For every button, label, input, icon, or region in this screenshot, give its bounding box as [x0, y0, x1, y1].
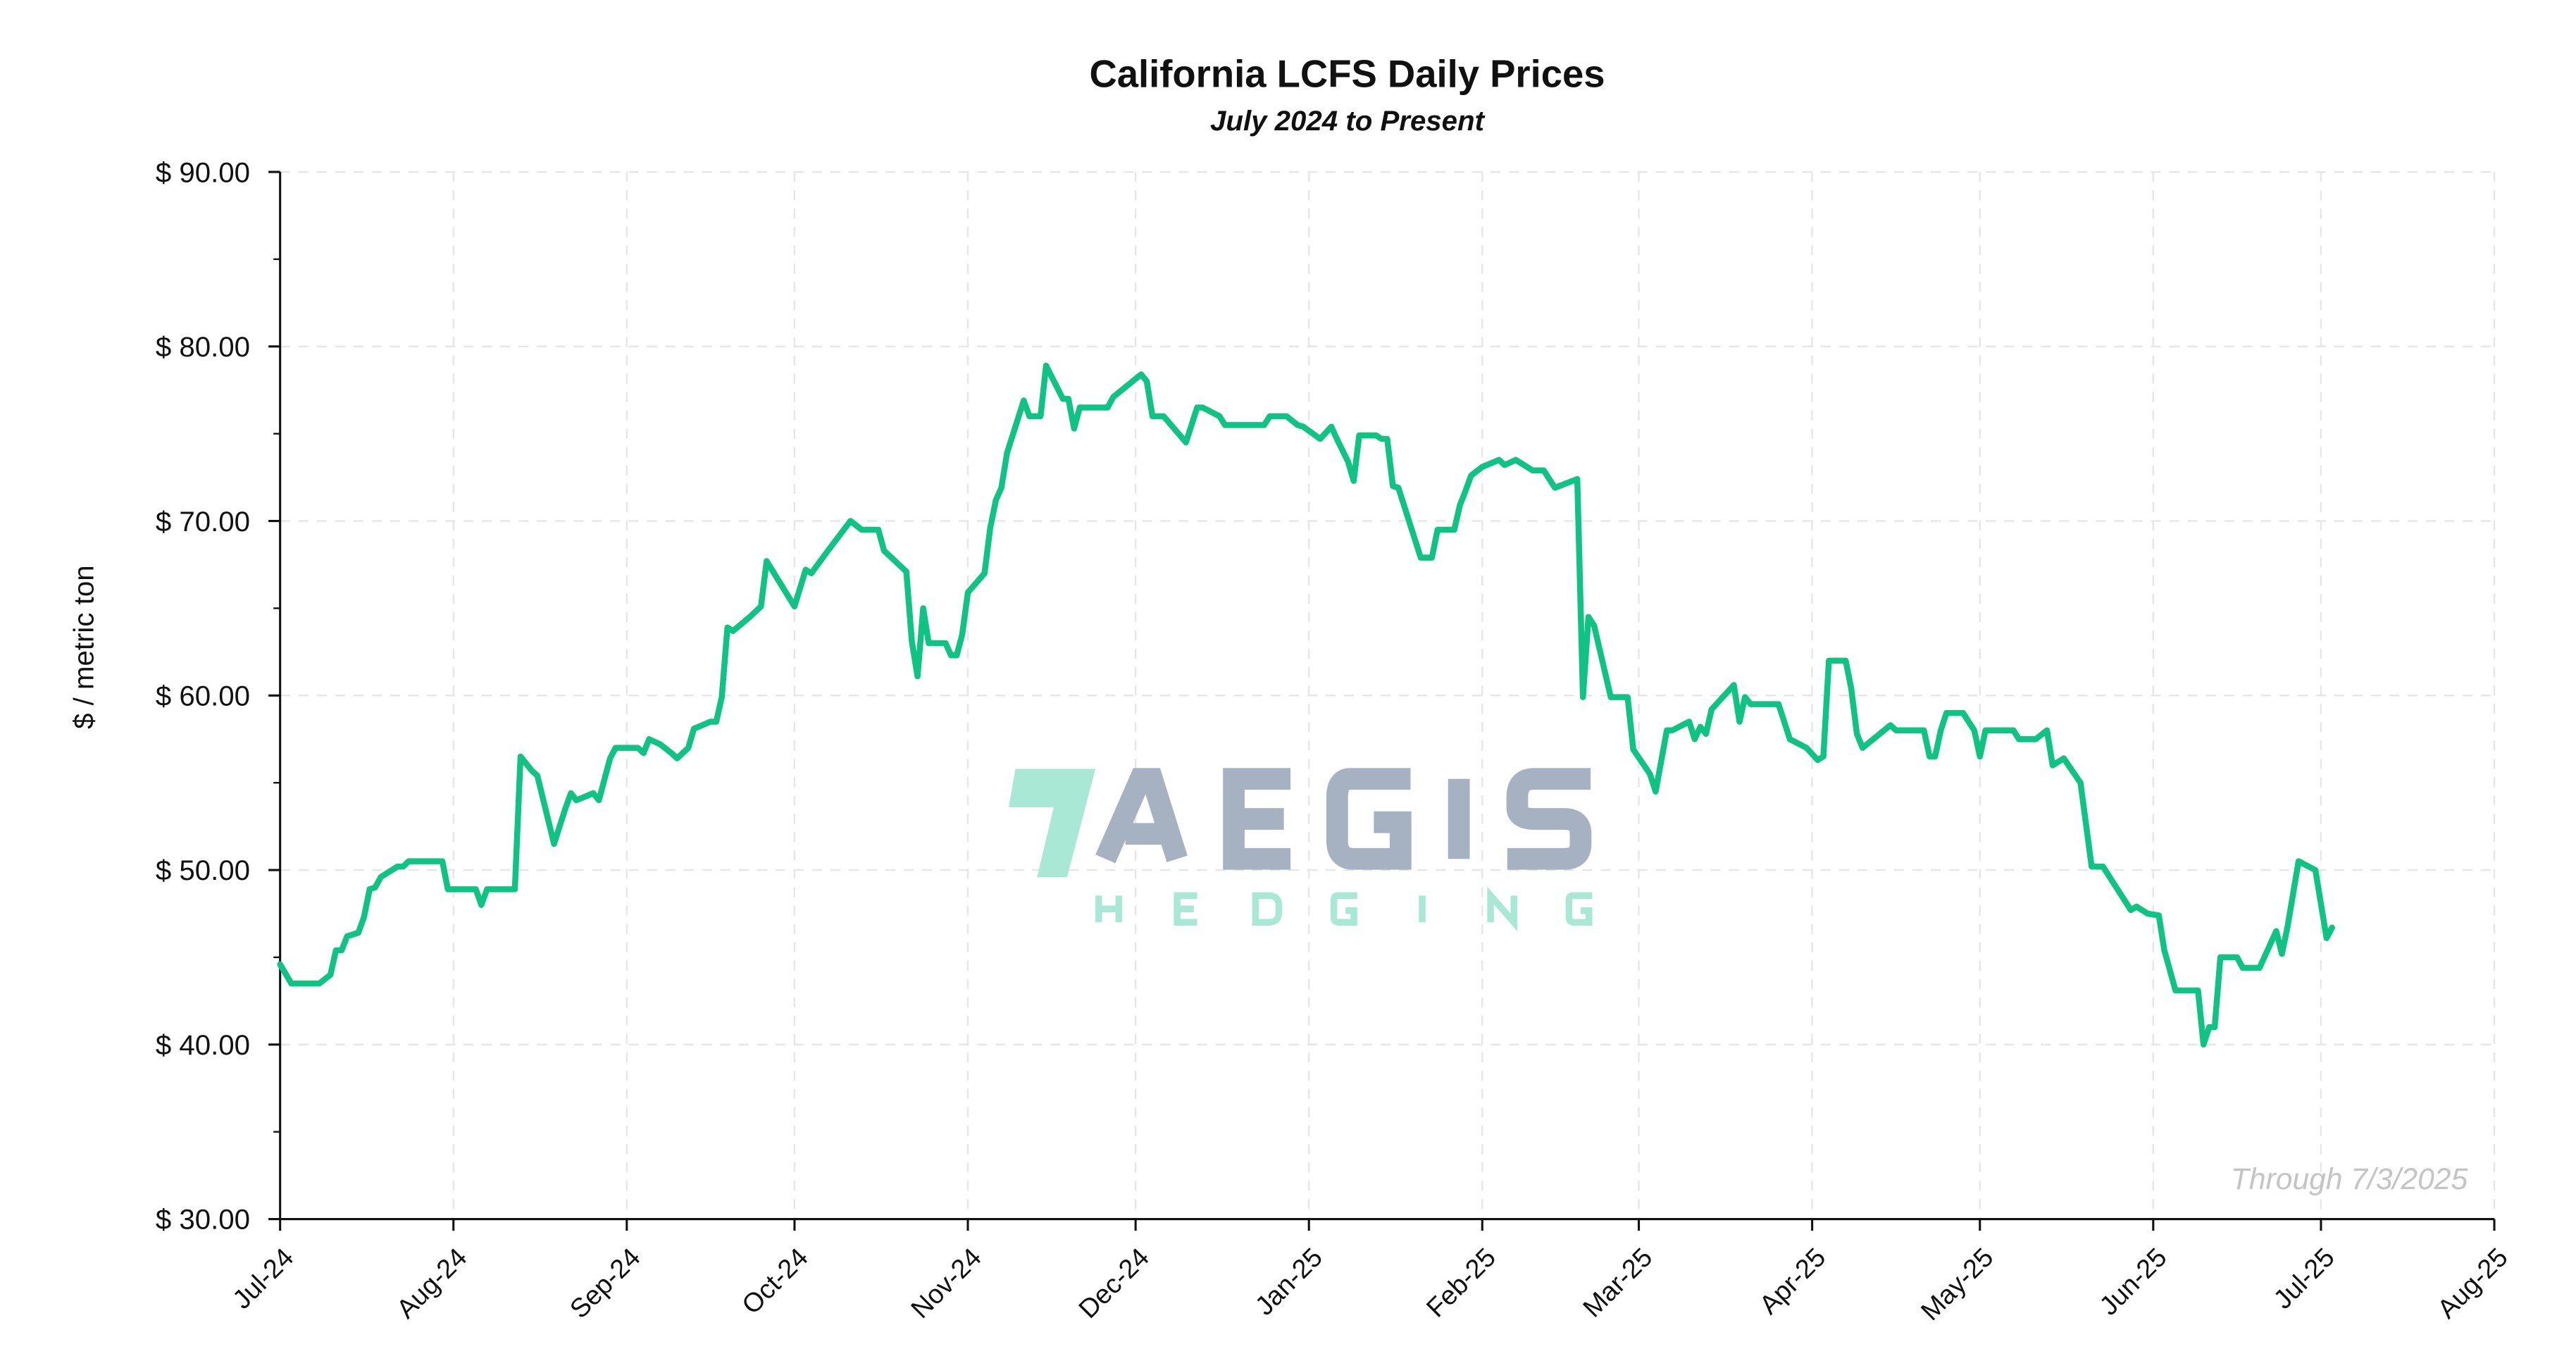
- x-tick-label: Jul-25: [2268, 1243, 2341, 1315]
- y-tick-label: $ 80.00: [156, 331, 250, 363]
- x-tick-label: Feb-25: [1421, 1243, 1502, 1324]
- x-tick-label: Aug-25: [2432, 1243, 2514, 1324]
- watermark-brand-lettering: [1095, 768, 1592, 870]
- x-tick-label: Jun-25: [2094, 1243, 2173, 1322]
- chart-title: California LCFS Daily Prices: [1089, 52, 1605, 95]
- y-tick-label: $ 90.00: [156, 156, 250, 188]
- chart-subtitle: July 2024 to Present: [1210, 105, 1486, 137]
- y-tick-label: $ 60.00: [156, 680, 250, 712]
- y-tick-label: $ 70.00: [156, 506, 250, 537]
- x-tick-label: Dec-24: [1074, 1243, 1155, 1324]
- watermark-logo: [1009, 768, 1593, 931]
- x-tick-label: Mar-25: [1578, 1243, 1658, 1323]
- price-line: [277, 362, 2335, 1048]
- axes: $ 30.00 $ 40.00 $ 50.00 $ 60.00 $ 70.00 $ 80.…: [156, 156, 2514, 1326]
- x-tick-label: May-25: [1915, 1243, 1999, 1326]
- x-tick-label: Sep-24: [564, 1243, 646, 1324]
- watermark-logo-mark: [1009, 769, 1096, 878]
- x-tick-label: Jan-25: [1250, 1243, 1329, 1322]
- x-tick-label: Jul-24: [228, 1243, 300, 1315]
- x-tick-label: Apr-25: [1754, 1243, 1831, 1320]
- y-tick-label: $ 40.00: [156, 1029, 250, 1061]
- watermark-tagline-lettering: [1095, 886, 1593, 931]
- y-axis-label: $ / metric ton: [68, 565, 100, 728]
- y-tick-label: $ 30.00: [156, 1204, 250, 1236]
- x-tick-label: Nov-24: [906, 1243, 988, 1324]
- series-layer: [277, 362, 2335, 1048]
- y-tick-label: $ 50.00: [156, 854, 250, 886]
- x-tick-label: Aug-24: [391, 1243, 473, 1324]
- x-tick-label: Oct-24: [737, 1243, 814, 1320]
- grid: [280, 170, 2496, 1219]
- through-date-annotation: Through 7/3/2025: [2231, 1162, 2468, 1196]
